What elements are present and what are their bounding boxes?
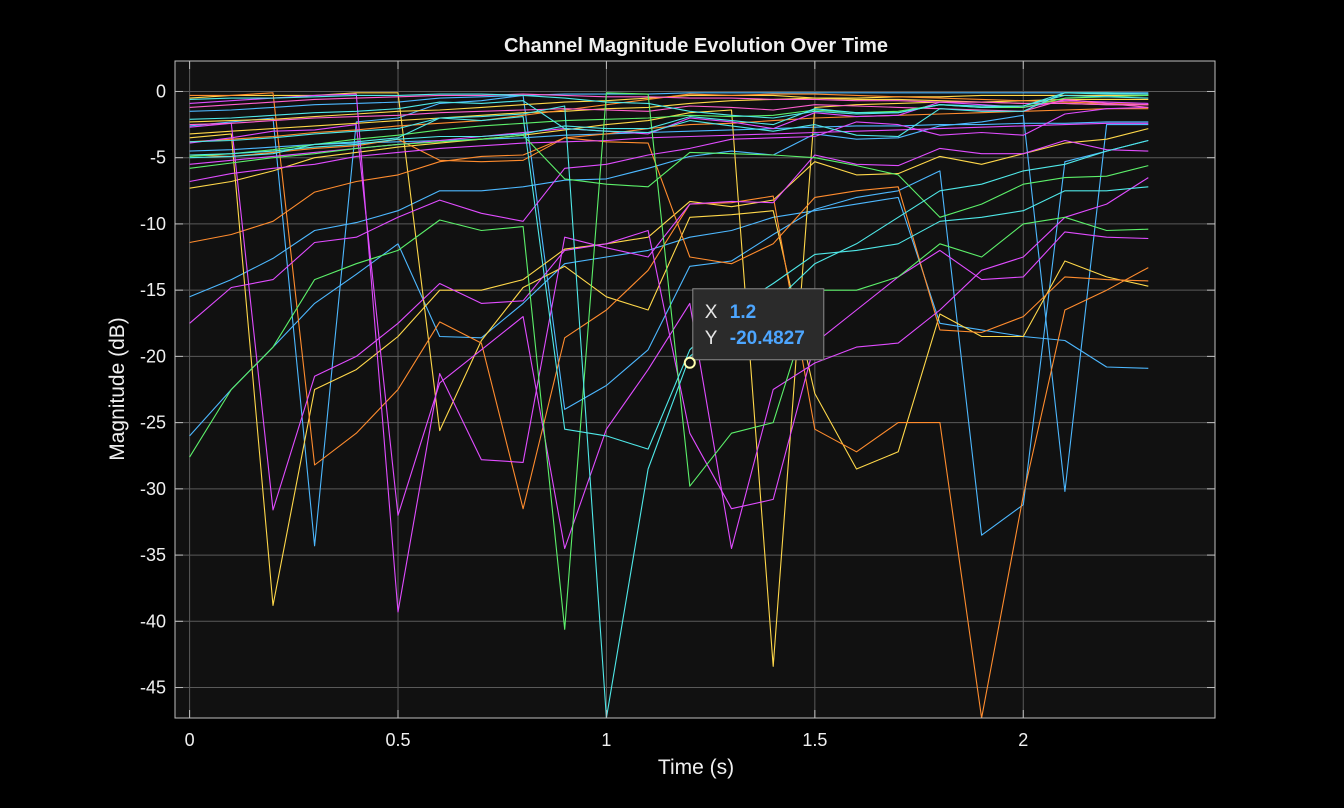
y-tick-label: -40 <box>140 611 166 631</box>
series-line-1[interactable] <box>189 94 1149 547</box>
y-tick-label: -10 <box>140 214 166 234</box>
x-tick-label: 0 <box>185 730 195 750</box>
y-tick-label: -30 <box>140 479 166 499</box>
y-tick-label: -35 <box>140 545 166 565</box>
series-line-26[interactable] <box>189 116 1149 450</box>
y-tick-label: -5 <box>150 148 166 168</box>
x-tick-label: 0.5 <box>385 730 410 750</box>
x-tick-label: 1.5 <box>802 730 827 750</box>
series-line-15[interactable] <box>189 122 1149 183</box>
series-line-29[interactable] <box>189 92 1149 138</box>
y-tick-label: -15 <box>140 280 166 300</box>
x-tick-label: 2 <box>1018 730 1028 750</box>
series-line-22[interactable] <box>189 98 1149 126</box>
datatip-marker[interactable] <box>683 356 696 369</box>
series-line-30[interactable] <box>189 93 1149 119</box>
series-line-17[interactable] <box>189 122 1149 511</box>
series-line-27[interactable] <box>189 92 1149 156</box>
y-tick-label: -45 <box>140 678 166 698</box>
series-line-4[interactable] <box>189 121 1149 152</box>
series-line-2[interactable] <box>189 114 1149 493</box>
x-axis-label: Time (s) <box>658 756 734 779</box>
y-tick-label: -20 <box>140 346 166 366</box>
datatip-y-value: -20.4827 <box>730 328 805 349</box>
y-tick-label: 0 <box>156 81 166 101</box>
series-line-28[interactable] <box>189 105 1149 719</box>
y-tick-label: -25 <box>140 413 166 433</box>
series-line-8[interactable] <box>189 92 1149 470</box>
series-line-3[interactable] <box>189 92 1149 112</box>
series-line-24[interactable] <box>189 134 1149 218</box>
y-axis-label: Magnitude (dB) <box>106 317 129 461</box>
datatip[interactable]: X 1.2 Y -20.4827 <box>683 288 825 369</box>
x-axis: 0 0.5 1 1.5 2 <box>185 61 1028 750</box>
datatip-x-label: X <box>705 302 718 323</box>
series-line-21[interactable] <box>189 93 1149 108</box>
series-line-23[interactable] <box>189 92 1149 630</box>
series-line-7[interactable] <box>189 128 1149 606</box>
x-tick-label: 1 <box>601 730 611 750</box>
series-line-12[interactable] <box>189 92 1149 719</box>
series-line-18[interactable] <box>189 124 1149 550</box>
plot-area[interactable] <box>174 60 1216 719</box>
series-line-16[interactable] <box>189 93 1149 613</box>
datatip-y-label: Y <box>705 328 718 349</box>
series-line-9[interactable] <box>189 94 1149 135</box>
datatip-box <box>692 288 825 361</box>
y-axis: 0 -5 -10 -15 -20 -25 -30 -35 -40 -45 <box>140 81 1215 698</box>
series-line-5[interactable] <box>189 196 1149 437</box>
series-layer <box>189 92 1149 719</box>
series-line-13[interactable] <box>189 93 1149 143</box>
chart-title: Channel Magnitude Evolution Over Time <box>504 35 888 57</box>
datatip-x-value: 1.2 <box>730 302 756 323</box>
plot-background <box>175 61 1215 718</box>
series-line-14[interactable] <box>189 137 1149 334</box>
plot-frame <box>174 60 1216 719</box>
series-line-19[interactable] <box>189 106 1149 324</box>
